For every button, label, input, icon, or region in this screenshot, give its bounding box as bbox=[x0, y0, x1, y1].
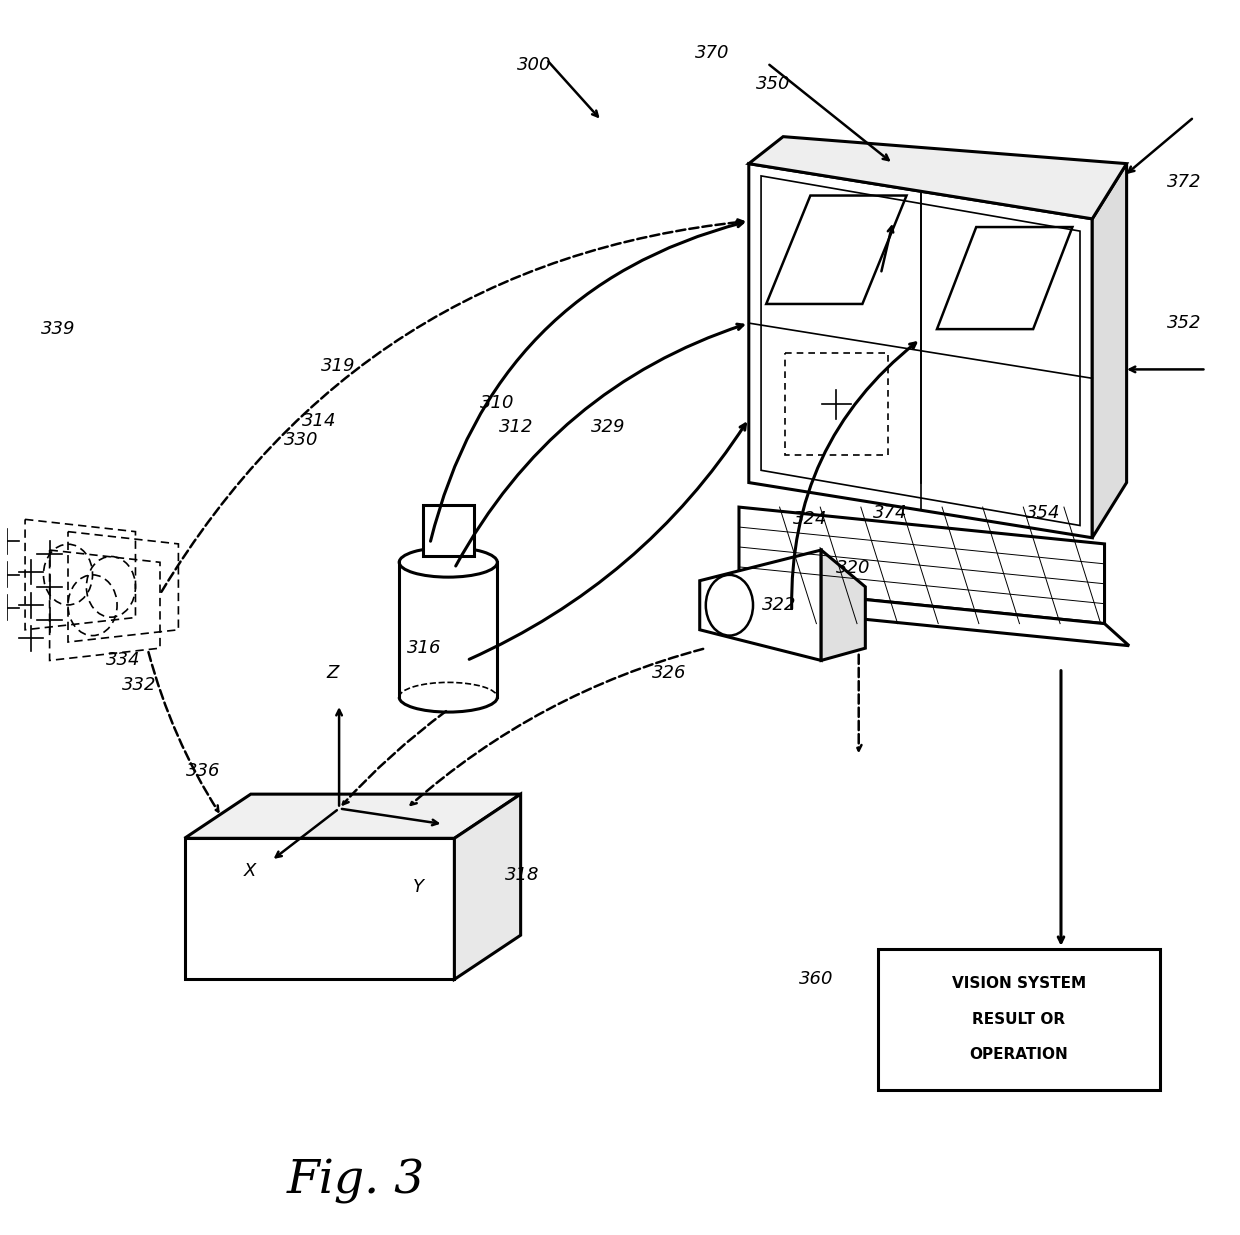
Text: 370: 370 bbox=[694, 44, 729, 62]
Text: 326: 326 bbox=[652, 663, 686, 682]
Text: 339: 339 bbox=[41, 320, 76, 338]
Polygon shape bbox=[739, 508, 1105, 624]
Text: 320: 320 bbox=[836, 559, 870, 578]
Text: 332: 332 bbox=[122, 676, 156, 694]
Text: Fig. 3: Fig. 3 bbox=[288, 1160, 425, 1204]
Polygon shape bbox=[454, 794, 521, 979]
Polygon shape bbox=[749, 137, 1127, 219]
Text: 374: 374 bbox=[873, 504, 908, 522]
Text: Y: Y bbox=[413, 878, 424, 895]
Text: 322: 322 bbox=[763, 597, 797, 614]
Polygon shape bbox=[749, 163, 1092, 537]
Text: RESULT OR: RESULT OR bbox=[972, 1011, 1065, 1026]
Polygon shape bbox=[739, 587, 1130, 646]
Polygon shape bbox=[785, 353, 888, 456]
Text: 310: 310 bbox=[480, 394, 515, 411]
Polygon shape bbox=[1092, 163, 1127, 537]
Polygon shape bbox=[761, 175, 1080, 526]
Bar bbox=[878, 948, 1159, 1089]
Text: 324: 324 bbox=[792, 510, 827, 529]
Text: 354: 354 bbox=[1025, 504, 1060, 522]
Text: 316: 316 bbox=[407, 640, 441, 657]
Text: 350: 350 bbox=[756, 75, 791, 93]
Text: Z: Z bbox=[327, 664, 340, 682]
Text: 360: 360 bbox=[799, 971, 833, 988]
Polygon shape bbox=[699, 550, 821, 661]
Text: 300: 300 bbox=[517, 57, 552, 74]
Text: 336: 336 bbox=[186, 762, 221, 779]
Polygon shape bbox=[185, 794, 521, 839]
Text: 318: 318 bbox=[505, 866, 539, 884]
Polygon shape bbox=[185, 839, 454, 979]
Text: 330: 330 bbox=[284, 431, 319, 448]
Text: 312: 312 bbox=[498, 419, 533, 436]
Text: 314: 314 bbox=[303, 412, 337, 430]
Text: 334: 334 bbox=[105, 651, 140, 669]
Text: X: X bbox=[244, 862, 257, 881]
Text: OPERATION: OPERATION bbox=[970, 1047, 1068, 1062]
Text: 352: 352 bbox=[1167, 314, 1202, 332]
Text: 372: 372 bbox=[1167, 173, 1202, 191]
Polygon shape bbox=[821, 550, 866, 661]
Text: 319: 319 bbox=[321, 357, 355, 375]
Polygon shape bbox=[423, 505, 474, 556]
Text: VISION SYSTEM: VISION SYSTEM bbox=[951, 977, 1086, 992]
Text: 329: 329 bbox=[590, 419, 625, 436]
